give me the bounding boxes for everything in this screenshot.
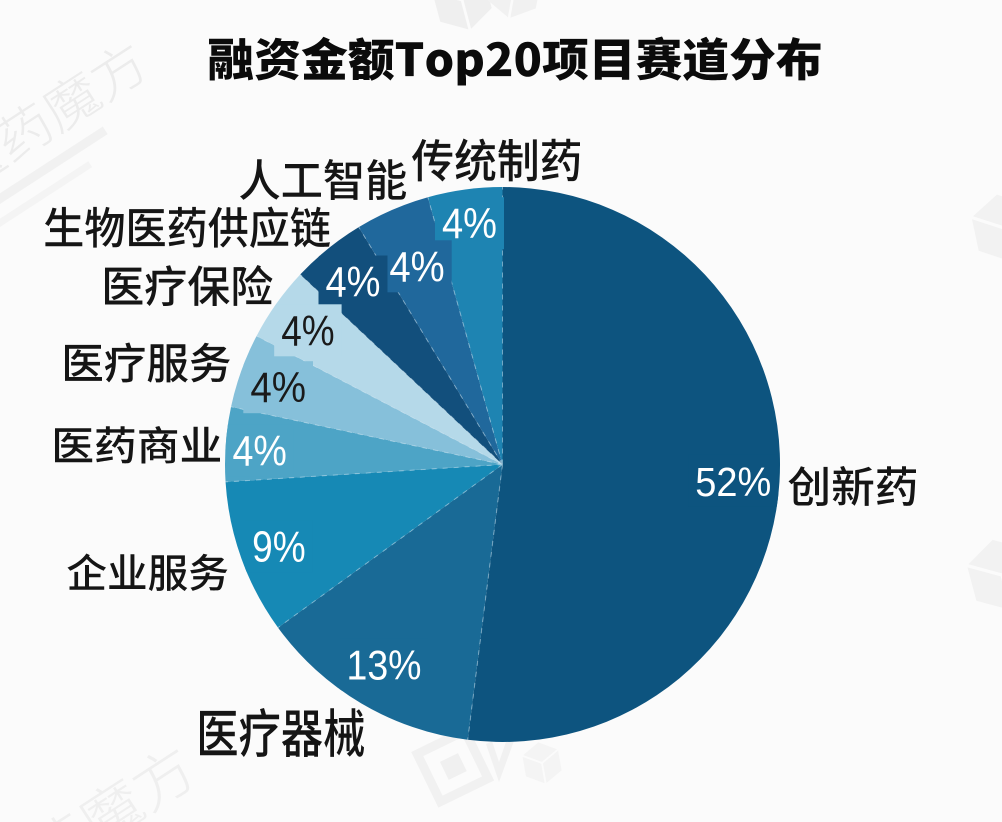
svg-text:13%: 13% xyxy=(347,642,422,689)
svg-text:4%: 4% xyxy=(442,200,497,248)
svg-text:4%: 4% xyxy=(281,307,334,355)
svg-text:9%: 9% xyxy=(252,522,306,571)
svg-text:4%: 4% xyxy=(389,243,444,291)
svg-text:4%: 4% xyxy=(250,364,306,412)
svg-text:4%: 4% xyxy=(233,427,287,475)
svg-text:52%: 52% xyxy=(695,459,771,505)
svg-text:4%: 4% xyxy=(326,259,381,307)
